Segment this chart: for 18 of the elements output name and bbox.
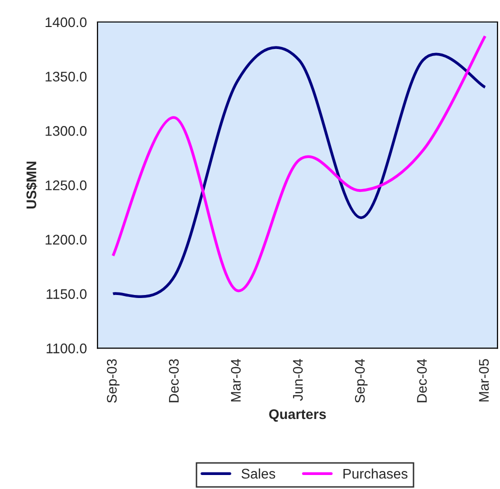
x-tick-label: Jun-04 (292, 358, 303, 401)
y-tick-label: 1150.0 (46, 289, 87, 299)
x-tick-label: Dec-04 (416, 358, 427, 402)
x-axis-title: Quarters (269, 409, 326, 422)
legend-label: Purchases (343, 468, 408, 479)
y-tick-label: 1200.0 (46, 234, 87, 245)
y-tick-label: 1400.0 (46, 17, 87, 28)
legend-label: Sales (242, 468, 276, 479)
x-tick-label: Mar-05 (478, 359, 489, 402)
x-tick-label: Sep-04 (354, 358, 368, 403)
y-tick-label: 1100.0 (46, 344, 87, 354)
y-tick-label: 1300.0 (46, 126, 87, 136)
x-tick-label: Mar-04 (230, 358, 241, 402)
x-tick-label: Sep-03 (106, 359, 120, 403)
y-tick-label: 1350.0 (46, 72, 87, 82)
y-tick-label: 1250.0 (46, 180, 87, 190)
x-tick-label: Dec-03 (168, 359, 179, 402)
y-axis-title: US$MN (26, 162, 38, 209)
